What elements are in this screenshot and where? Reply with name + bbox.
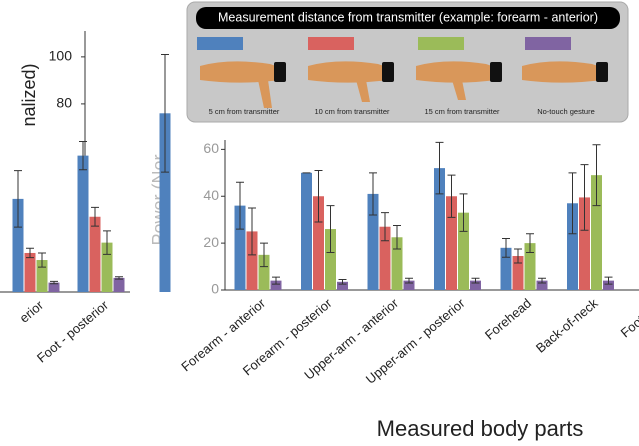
bar <box>114 278 125 292</box>
y-tick-label: 60 <box>203 140 219 156</box>
y-tick-label: 80 <box>56 95 72 111</box>
legend-label: 10 cm from transmitter <box>314 107 390 116</box>
bar <box>78 156 89 292</box>
x-tick-label: Foot - an <box>618 295 639 340</box>
legend-swatch <box>418 37 464 50</box>
legend-label: No-touch gesture <box>537 107 595 116</box>
legend-title: Measurement distance from transmitter (e… <box>218 10 598 24</box>
x-tick-label: erior <box>17 297 47 326</box>
y-tick-label: 20 <box>203 234 219 250</box>
legend-label: 5 cm from transmitter <box>209 107 280 116</box>
legend-label: 15 cm from transmitter <box>424 107 500 116</box>
bar <box>301 173 312 290</box>
legend-swatch <box>308 37 354 50</box>
bar <box>90 217 101 292</box>
x-tick-label: Forehead <box>482 295 534 342</box>
legend-swatch <box>197 37 243 50</box>
bar <box>25 253 36 292</box>
y-tick-label: 40 <box>203 187 219 203</box>
y-tick-label: 100 <box>49 48 73 64</box>
legend-swatch <box>525 37 571 50</box>
x-tick-label: Foot - posterior <box>34 297 112 366</box>
x-axis-label: Measured body parts <box>377 416 584 441</box>
x-tick-label: Back-of-neck <box>533 295 601 356</box>
y-tick-label: 0 <box>211 281 219 297</box>
y-axis-label: nalized) <box>19 63 39 126</box>
figure: Measurement distance from transmitter (e… <box>0 0 639 446</box>
